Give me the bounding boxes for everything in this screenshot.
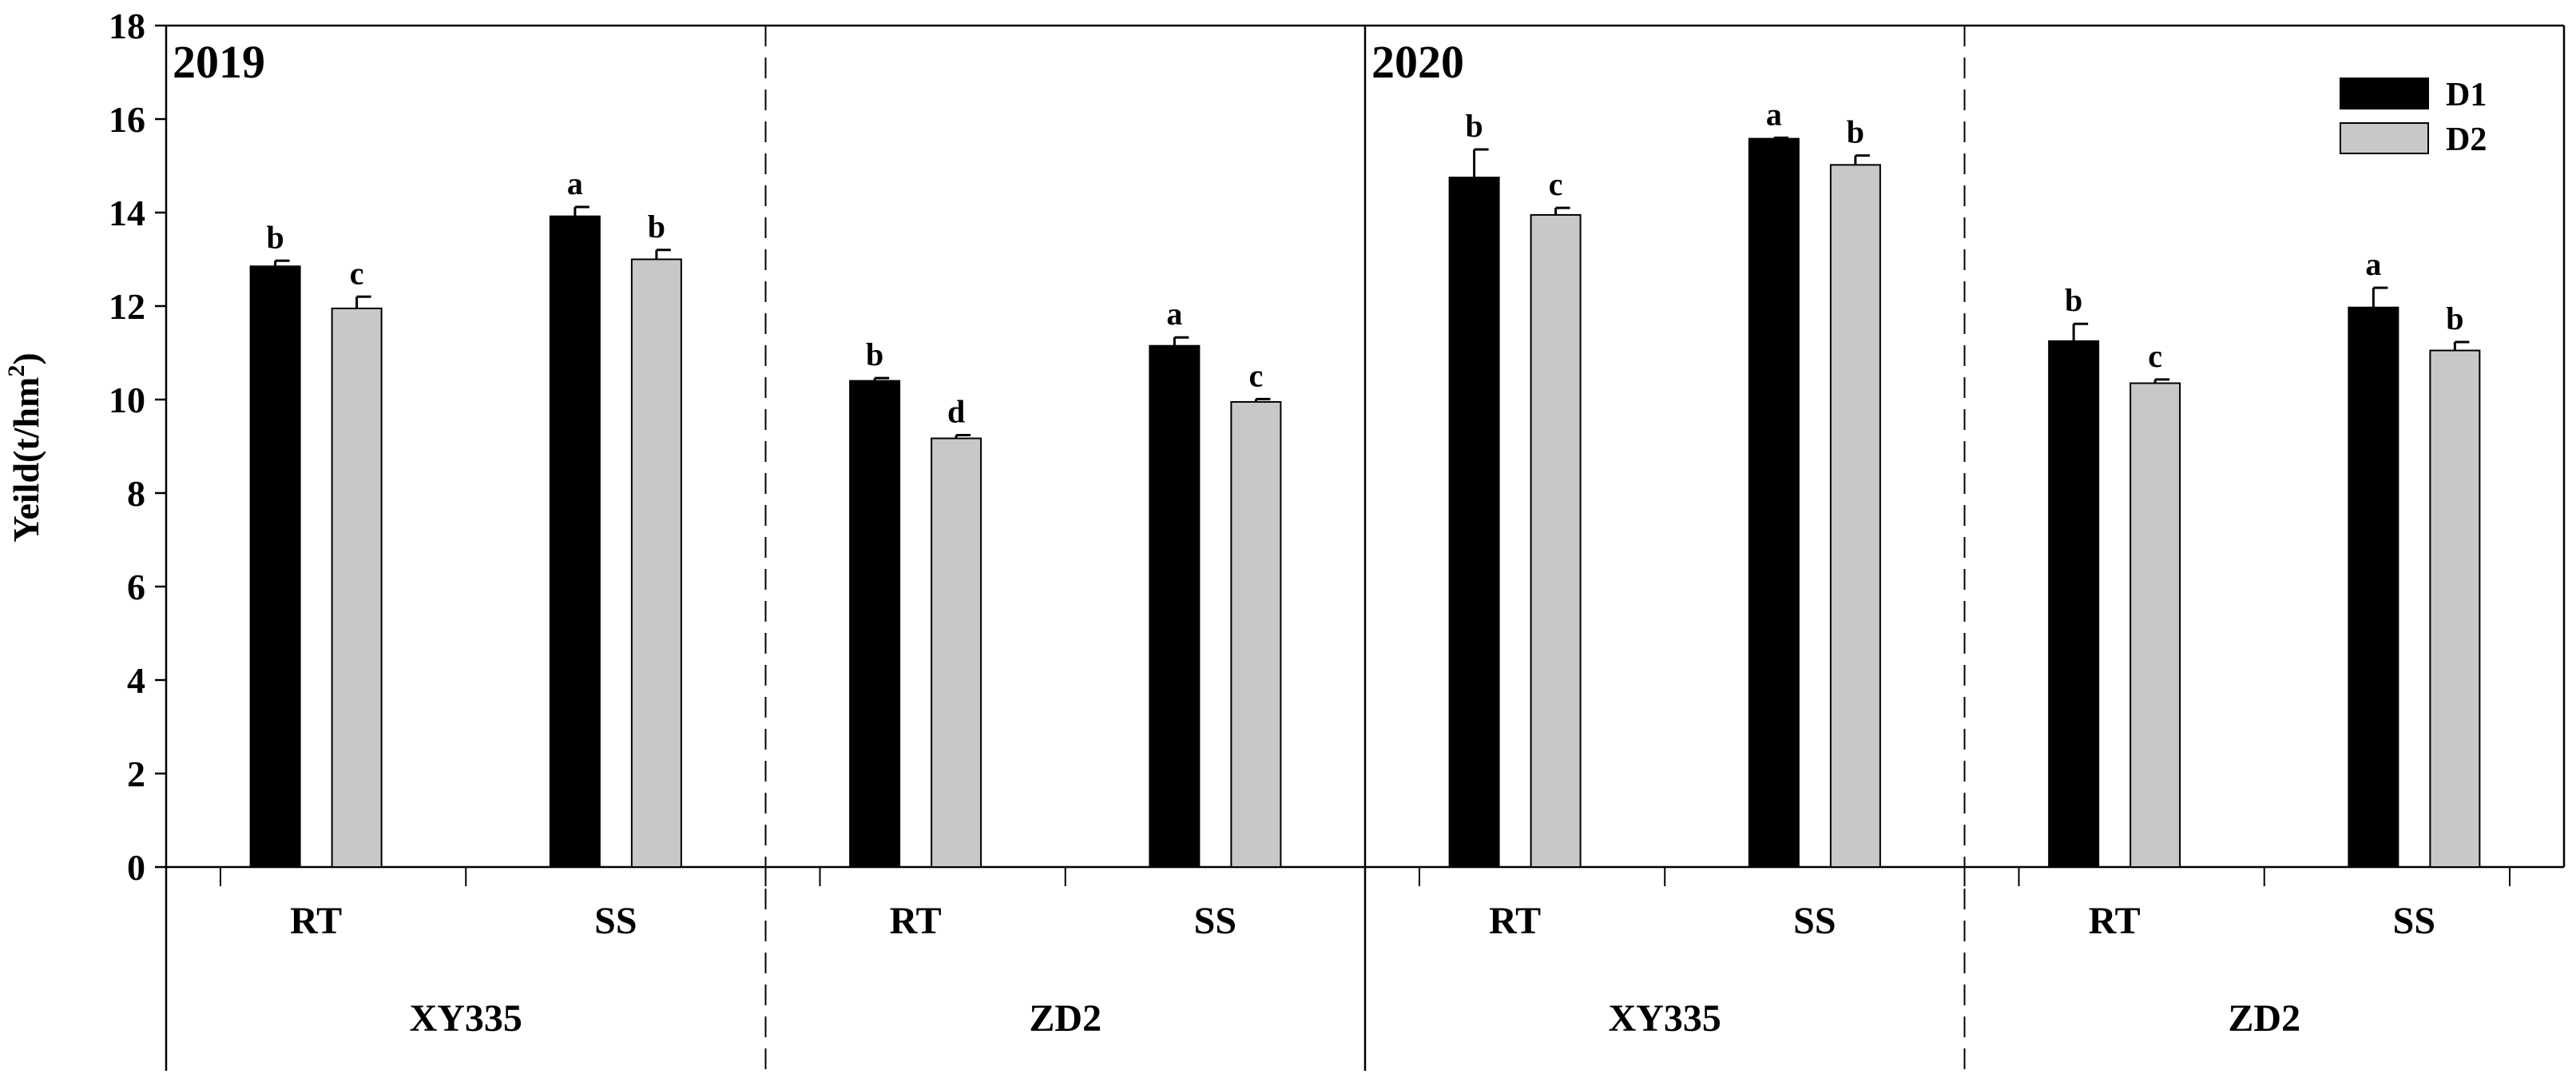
y-tick-label: 4	[127, 660, 145, 701]
tillage-label: SS	[1793, 900, 1836, 942]
tillage-label: SS	[1194, 900, 1236, 942]
legend-label-d2: D2	[2446, 121, 2487, 158]
legend-swatch-d2	[2340, 122, 2429, 154]
significance-letter: b	[648, 209, 665, 245]
bar-d2	[1829, 164, 1881, 868]
significance-letter: a	[1766, 96, 1782, 132]
bar-d2	[2429, 349, 2481, 868]
legend-swatch-d1	[2340, 78, 2429, 109]
tillage-label: RT	[2089, 900, 2141, 942]
category-labels: 2019 XY335 RT b c SS a b ZD2 RT b d SS a c 2020 XY335 RT b…	[173, 36, 2464, 1040]
significance-letter: c	[1248, 357, 1263, 393]
bar-d1	[1748, 137, 1800, 868]
bar-d2	[1530, 213, 1582, 868]
tillage-label: SS	[2393, 900, 2435, 942]
legend-label-d1: D1	[2446, 77, 2487, 113]
significance-letter: a	[1166, 296, 1182, 332]
significance-letter: b	[267, 219, 284, 255]
significance-letter: c	[350, 255, 364, 291]
bar-d1	[1448, 177, 1500, 868]
significance-letter: b	[866, 336, 883, 372]
significance-letter: b	[2446, 300, 2463, 336]
variety-label: XY335	[410, 997, 522, 1040]
legend: D1 D2	[2340, 77, 2487, 158]
tillage-label: RT	[890, 900, 942, 942]
bar-d1	[2048, 340, 2100, 868]
panel-year-label: 2019	[173, 36, 265, 88]
bars-layer	[249, 136, 2481, 869]
y-tick-label: 0	[127, 847, 145, 888]
variety-label: ZD2	[2228, 997, 2300, 1040]
tillage-label: SS	[594, 900, 637, 942]
bar-d2	[630, 258, 682, 868]
bar-d1	[249, 265, 301, 868]
bar-d2	[331, 307, 383, 868]
y-tick-label: 18	[109, 6, 145, 46]
y-tick-label: 10	[109, 380, 145, 420]
significance-letter: b	[1847, 114, 1864, 150]
bar-d1	[1149, 344, 1201, 869]
significance-letter: c	[2148, 338, 2162, 374]
y-tick-label: 8	[127, 473, 145, 514]
y-tick-label: 12	[109, 286, 145, 327]
bar-d1	[849, 380, 901, 869]
panel-year-label: 2020	[1371, 36, 1464, 88]
y-axis-title: Yeild(t/hm2)	[3, 352, 46, 542]
bar-d2	[1230, 400, 1282, 868]
y-tick-label: 2	[127, 754, 145, 794]
y-tick-label: 14	[109, 193, 145, 233]
variety-label: XY335	[1609, 997, 1721, 1040]
significance-letter: a	[567, 165, 583, 201]
significance-letter: a	[2365, 246, 2381, 282]
bar-d2	[2129, 382, 2181, 868]
significance-letter: d	[947, 393, 965, 429]
bar-d2	[931, 437, 982, 868]
bar-d1	[549, 215, 601, 868]
variety-label: ZD2	[1029, 997, 1101, 1040]
y-tick-label: 16	[109, 99, 145, 140]
y-axis: 0 2 4 6 8 10 12 14 16 18	[109, 6, 166, 888]
tillage-label: RT	[290, 900, 342, 942]
y-tick-label: 6	[127, 567, 145, 607]
significance-letter: b	[2065, 282, 2082, 318]
tillage-label: RT	[1489, 900, 1541, 942]
bar-d1	[2348, 306, 2399, 868]
significance-letter: c	[1549, 166, 1563, 202]
significance-letter: b	[1466, 108, 1483, 144]
